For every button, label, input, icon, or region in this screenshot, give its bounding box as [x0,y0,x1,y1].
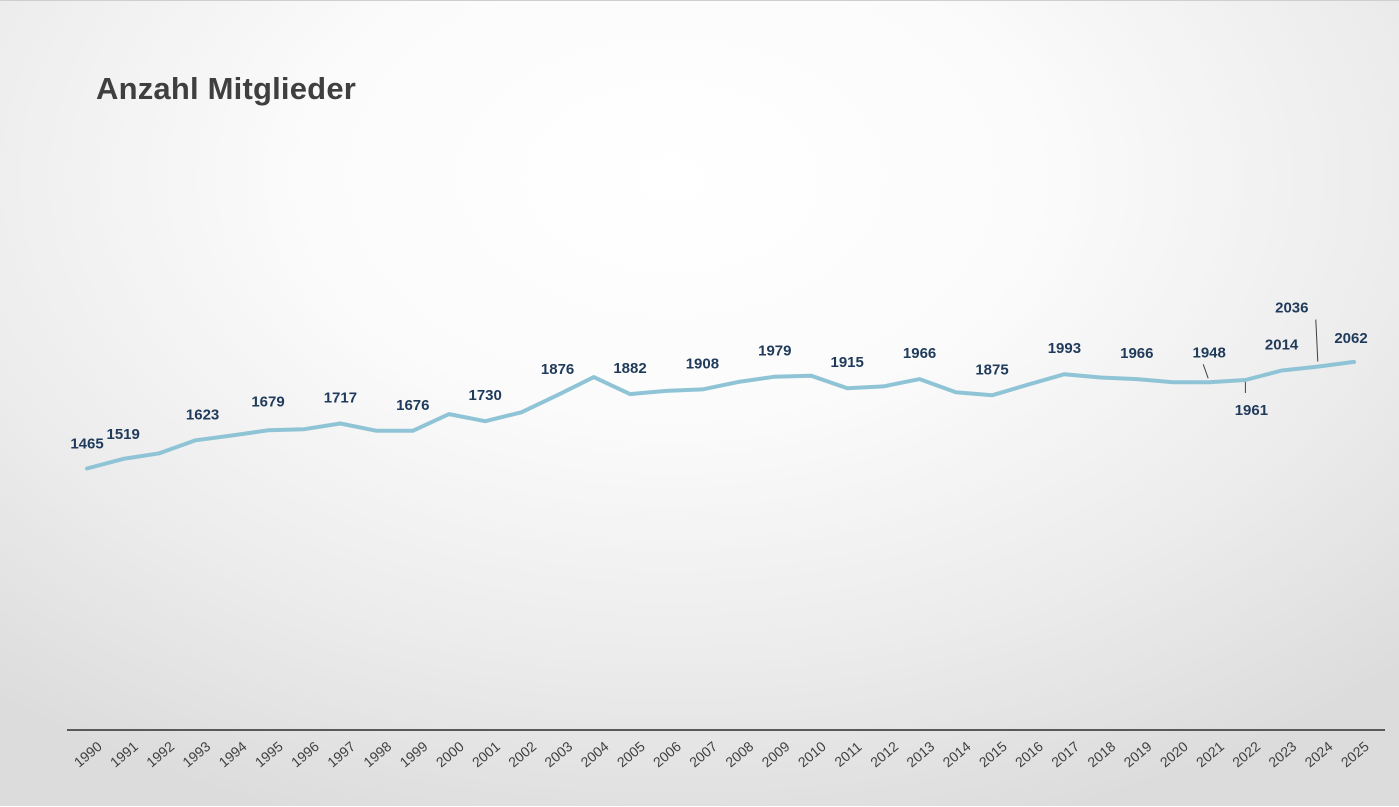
x-tick-label: 2016 [1012,738,1046,770]
data-label: 1961 [1235,402,1268,419]
leader-layer [1202,319,1319,393]
x-tick-label: 2005 [614,738,648,770]
x-tick-label: 2004 [578,738,612,770]
x-tick-label: 2018 [1084,738,1118,770]
label-leader-line [1202,364,1209,379]
x-tick-label: 2013 [903,738,937,770]
x-tick-label: 1998 [360,738,394,770]
x-tick-label: 2011 [831,738,865,770]
x-tick-label: 1996 [288,738,322,770]
x-tick-label: 2020 [1157,738,1191,770]
data-label: 1519 [107,426,140,443]
data-label: 1465 [70,435,103,452]
data-label: 2014 [1265,337,1299,354]
data-label: 1966 [1120,345,1153,362]
data-label: 2036 [1275,300,1308,317]
data-label: 1875 [975,361,1008,378]
data-label: 1966 [903,345,936,362]
x-tick-label: 2007 [686,738,720,770]
x-tick-label: 1995 [252,738,286,770]
x-tick-label: 1999 [397,738,431,770]
data-label: 1993 [1048,340,1081,357]
x-tick-label: 2001 [469,738,503,770]
data-label: 1882 [613,360,646,377]
x-tick-label: 1994 [216,738,250,770]
x-tick-label: 2022 [1229,738,1263,770]
data-label: 1676 [396,397,429,414]
x-tick-label: 2010 [795,738,829,770]
x-tick-label: 1997 [324,738,358,770]
label-leader-line [1315,319,1319,362]
x-tick-label: 2009 [759,738,793,770]
x-tick-label: 2000 [433,738,467,770]
x-tick-label: 2012 [867,738,901,770]
data-label: 1915 [831,354,864,371]
x-tick-label: 2017 [1048,738,1082,770]
x-tick-label: 2014 [940,738,974,770]
x-tick-label: 2003 [541,738,575,770]
series-layer [85,359,1356,471]
data-label: 1979 [758,343,791,360]
data-label: 1876 [541,361,574,378]
x-tick-label: 2015 [976,738,1010,770]
data-label: 1679 [251,393,284,410]
data-label: 1730 [469,387,502,404]
data-label: 2062 [1334,330,1367,347]
x-tick-label: 1992 [143,738,177,770]
x-tick-label: 2021 [1193,738,1227,770]
x-tick-label: 2008 [722,738,756,770]
x-tick-label: 2019 [1121,738,1155,770]
tick-layer: 1990 1991 1992 1993 1994 1995 1996 1997 1998 1999… [71,738,1372,770]
x-tick-label: 2024 [1302,738,1336,770]
x-tick-label: 2023 [1265,738,1299,770]
x-tick-label: 2025 [1338,738,1372,770]
data-label: 1948 [1193,344,1226,361]
chart-title: Anzahl Mitglieder [96,71,357,106]
x-tick-label: 2006 [650,738,684,770]
data-label: 1623 [186,406,219,423]
x-tick-label: 1990 [71,738,105,770]
data-label: 1717 [324,390,357,407]
x-tick-label: 1991 [107,738,141,770]
x-tick-label: 2002 [505,738,539,770]
data-label: 1908 [686,355,719,372]
series-line [85,359,1356,471]
x-tick-label: 1993 [179,738,213,770]
